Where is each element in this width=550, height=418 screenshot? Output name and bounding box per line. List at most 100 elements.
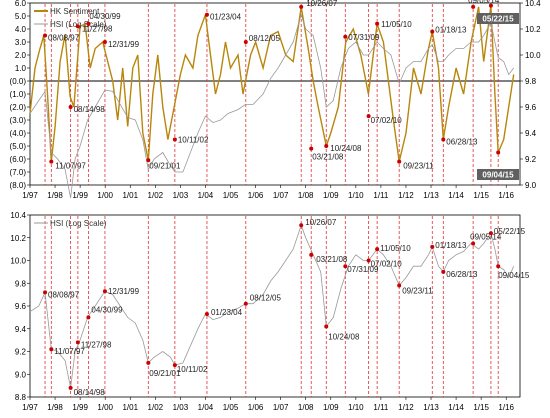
y-right-tick-label: 9.0 bbox=[525, 181, 537, 190]
event-marker bbox=[488, 3, 493, 8]
event-marker bbox=[68, 385, 73, 390]
event-date-label: 09/05/14 bbox=[470, 232, 502, 241]
x-tick-label: 1/04 bbox=[198, 191, 214, 200]
event-date-label: 07/02/10 bbox=[371, 116, 403, 125]
x-tick-label: 1/03 bbox=[173, 403, 189, 412]
x-tick-label: 1/09 bbox=[323, 403, 339, 412]
x-tick-label: 1/15 bbox=[473, 403, 489, 412]
y-tick-label: 8.8 bbox=[15, 393, 27, 402]
event-marker bbox=[309, 252, 314, 257]
x-tick-label: 1/06 bbox=[248, 403, 264, 412]
boxed-date-label: 09/04/15 bbox=[482, 171, 514, 180]
event-date-label: 10/24/08 bbox=[328, 332, 360, 341]
event-marker bbox=[397, 159, 402, 164]
event-date-label: 09/05/14 bbox=[468, 0, 500, 5]
y-tick-label: 10.4 bbox=[10, 211, 26, 220]
x-tick-label: 1/13 bbox=[423, 403, 439, 412]
event-date-label: 07/31/09 bbox=[348, 33, 380, 42]
event-date-label: 08/12/05 bbox=[249, 34, 281, 43]
event-marker bbox=[68, 105, 73, 109]
event-date-label: 09/21/01 bbox=[149, 161, 181, 170]
event-date-label: 04/30/99 bbox=[91, 305, 123, 314]
x-tick-label: 1/02 bbox=[148, 403, 164, 412]
x-tick-label: 1/05 bbox=[223, 191, 239, 200]
boxed-date-label-bg bbox=[477, 169, 519, 180]
event-date-label: 01/18/13 bbox=[435, 241, 467, 250]
event-marker bbox=[441, 137, 446, 142]
x-tick-label: 1/12 bbox=[398, 403, 414, 412]
x-tick-label: 1/05 bbox=[223, 403, 239, 412]
y-left-tick-label: (5.0) bbox=[10, 142, 27, 151]
y-left-tick-label: (4.0) bbox=[10, 129, 27, 138]
event-date-label: 06/28/13 bbox=[446, 138, 478, 147]
event-marker bbox=[375, 21, 380, 26]
y-left-tick-label: (8.0) bbox=[10, 181, 27, 190]
x-tick-label: 1/98 bbox=[47, 191, 63, 200]
y-left-tick-label: 6.0 bbox=[15, 0, 27, 8]
y-left-tick-label: 2.0 bbox=[15, 51, 27, 60]
event-date-label: 01/18/13 bbox=[435, 26, 467, 35]
event-marker bbox=[86, 315, 91, 320]
x-tick-label: 1/06 bbox=[248, 191, 264, 200]
y-left-tick-label: (0.0) bbox=[10, 77, 27, 86]
y-tick-label: 10.0 bbox=[10, 257, 26, 266]
y-right-tick-label: 10.4 bbox=[525, 0, 541, 8]
y-left-tick-label: (7.0) bbox=[10, 168, 27, 177]
y-tick-label: 10.2 bbox=[10, 234, 26, 243]
event-marker bbox=[146, 360, 151, 365]
event-date-label: 09/23/11 bbox=[402, 287, 433, 296]
x-tick-label: 1/00 bbox=[97, 403, 113, 412]
event-marker bbox=[366, 114, 371, 119]
x-tick-label: 1/15 bbox=[473, 191, 489, 200]
event-marker bbox=[49, 159, 54, 164]
event-marker bbox=[471, 4, 476, 9]
event-marker bbox=[204, 12, 209, 17]
event-date-label: 08/08/97 bbox=[48, 34, 80, 43]
x-tick-label: 1/97 bbox=[22, 403, 38, 412]
y-left-tick-label: (6.0) bbox=[10, 155, 27, 164]
event-marker bbox=[397, 283, 402, 288]
event-date-label: 11/07/97 bbox=[55, 162, 86, 171]
event-marker bbox=[102, 40, 107, 44]
event-date-label: 09/04/15 bbox=[498, 271, 530, 280]
event-marker bbox=[243, 40, 248, 44]
x-tick-label: 1/08 bbox=[298, 191, 314, 200]
top-chart-panel: 6.0 5.0 4.0 3.0 2.0 1.0 (0.0) (1.0) (2.0) (3.0) (4… bbox=[10, 0, 542, 200]
legend-label: HK Sentiment bbox=[50, 7, 100, 16]
x-tick-label: 1/09 bbox=[323, 191, 339, 200]
event-date-label: 11/27/98 bbox=[82, 24, 113, 33]
y-left-tick-label: 4.0 bbox=[15, 25, 27, 34]
event-marker bbox=[324, 144, 329, 148]
x-tick-label: 1/99 bbox=[72, 191, 88, 200]
event-date-label: 11/27/98 bbox=[81, 340, 112, 349]
y-right-tick-label: 10.0 bbox=[525, 51, 541, 60]
x-tick-label: 1/01 bbox=[122, 191, 138, 200]
x-tick-label: 1/10 bbox=[348, 191, 364, 200]
x-tick-label: 1/16 bbox=[498, 403, 514, 412]
event-marker bbox=[243, 301, 248, 306]
x-tick-label: 1/97 bbox=[22, 191, 38, 200]
x-tick-label: 1/04 bbox=[198, 403, 214, 412]
x-tick-label: 1/14 bbox=[448, 403, 464, 412]
x-tick-label: 1/13 bbox=[423, 191, 439, 200]
x-tick-label: 1/07 bbox=[273, 403, 289, 412]
event-marker bbox=[375, 247, 380, 252]
y-right-tick-label: 9.2 bbox=[525, 155, 537, 164]
x-tick-label: 1/08 bbox=[298, 403, 314, 412]
event-date-label: 01/23/04 bbox=[211, 308, 243, 317]
event-date-label: 03/21/08 bbox=[316, 255, 348, 264]
event-date-label: 10/11/02 bbox=[178, 136, 209, 145]
event-date-label: 03/21/08 bbox=[312, 153, 344, 162]
event-date-label: 11/05/10 bbox=[380, 244, 411, 253]
y-left-tick-label: (3.0) bbox=[10, 116, 27, 125]
event-marker bbox=[43, 290, 48, 295]
event-marker bbox=[496, 150, 501, 155]
event-marker bbox=[146, 158, 151, 163]
event-marker bbox=[309, 146, 314, 151]
x-tick-label: 1/02 bbox=[148, 191, 164, 200]
event-marker bbox=[343, 264, 348, 269]
event-date-label: 04/30/99 bbox=[89, 12, 121, 21]
event-marker bbox=[430, 29, 435, 34]
x-tick-label: 1/14 bbox=[448, 191, 464, 200]
